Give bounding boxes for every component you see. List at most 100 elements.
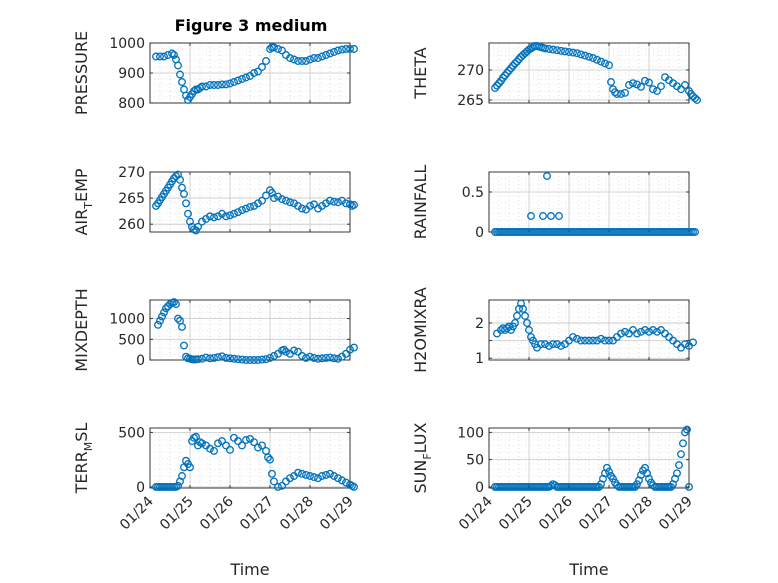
data-point	[525, 326, 533, 334]
data-point	[687, 90, 695, 98]
y-tick-label: 1000	[109, 36, 145, 52]
data-point	[603, 463, 611, 472]
data-point	[184, 209, 192, 218]
data-point	[226, 79, 234, 88]
data-point	[553, 46, 561, 55]
data-point	[541, 44, 549, 53]
y-axis-label-main: AIR	[72, 209, 91, 236]
data-point	[677, 450, 685, 459]
subplot-3: 260 265 270 AIRTEMP	[72, 165, 358, 236]
y-axis-label: MIXDEPTH	[72, 288, 91, 371]
data-point	[637, 82, 645, 91]
data-point	[234, 437, 242, 446]
data-point	[174, 170, 182, 179]
data-point	[322, 353, 330, 362]
data-point	[174, 61, 182, 70]
data-point	[326, 196, 334, 205]
data-point	[691, 94, 699, 103]
axes-box	[149, 299, 351, 361]
data-point	[170, 298, 178, 307]
data-point	[322, 51, 330, 59]
data-point	[234, 76, 242, 85]
data-point	[160, 52, 168, 61]
y-tick-label: 800	[118, 96, 145, 112]
y-axis-label-subscript: M	[82, 442, 95, 452]
subplot-8: 0 50 100 SUNFLUX 01/24 01/25 01/26 01/27 01/28 01…	[411, 422, 696, 579]
y-tick-label: 0	[475, 225, 484, 241]
data-point	[298, 469, 306, 478]
data-point	[242, 436, 250, 444]
data-point	[176, 175, 184, 184]
x-tick-label: 01/27	[237, 494, 277, 534]
data-point	[238, 206, 246, 215]
data-point	[226, 445, 234, 454]
x-tick-label: 01/29	[656, 494, 696, 534]
data-point	[589, 336, 597, 345]
data-point	[210, 446, 218, 455]
data-point	[234, 208, 242, 217]
data-point	[549, 45, 557, 54]
data-point	[503, 69, 511, 77]
x-tick-label: 01/25	[157, 494, 197, 534]
x-tick-label: 01/26	[197, 493, 237, 533]
subplot-4: 0 0.5 RAINFALL	[411, 165, 699, 241]
y-axis-label-main: H2OMIXRA	[411, 287, 430, 373]
data-point	[338, 476, 346, 485]
axes-box	[149, 171, 351, 233]
data-point	[519, 304, 527, 313]
data-point	[178, 322, 186, 331]
data-point	[230, 209, 238, 218]
data-point	[230, 354, 238, 363]
data-point	[286, 54, 294, 62]
data-point	[210, 81, 218, 89]
data-point	[617, 329, 625, 338]
data-point	[258, 196, 266, 205]
data-point	[509, 61, 517, 70]
data-point	[545, 45, 553, 53]
data-point	[689, 338, 697, 347]
data-point	[653, 327, 661, 336]
data-point	[513, 57, 521, 66]
data-point	[222, 80, 230, 89]
data-point	[266, 45, 274, 53]
data-point	[593, 336, 601, 345]
data-point	[565, 48, 573, 56]
data-point	[585, 52, 593, 61]
data-point	[214, 439, 222, 448]
data-point	[254, 443, 262, 452]
data-point	[198, 354, 206, 363]
data-point	[334, 474, 342, 483]
y-axis-label: TERRMSL	[72, 423, 95, 495]
data-point	[302, 470, 310, 479]
y-axis-label-subscript: T	[82, 202, 95, 210]
data-point	[679, 439, 687, 448]
y-tick-label: 1000	[109, 312, 145, 328]
data-point	[154, 320, 162, 329]
subplot-6: 1 2 H2OMIXRA	[411, 287, 697, 373]
data-point	[218, 80, 226, 89]
y-tick-label: 100	[457, 425, 484, 441]
data-point	[268, 188, 276, 197]
data-point	[589, 54, 597, 62]
y-axis-label: RAINFALL	[411, 165, 430, 240]
data-point	[629, 79, 637, 88]
data-point	[645, 327, 653, 336]
data-point	[334, 198, 342, 207]
data-point	[645, 474, 653, 483]
data-point	[290, 346, 298, 355]
data-point	[278, 481, 286, 490]
data-point	[637, 327, 645, 336]
data-point	[677, 85, 685, 94]
data-point	[653, 87, 661, 95]
data-point	[242, 356, 250, 364]
data-point	[294, 347, 302, 356]
data-point	[266, 353, 274, 362]
data-point	[330, 197, 338, 206]
data-point	[673, 469, 681, 478]
data-point	[314, 474, 322, 483]
data-point	[605, 467, 613, 476]
data-point	[250, 438, 258, 447]
data-point	[176, 70, 184, 79]
data-point	[302, 353, 310, 362]
data-point	[278, 46, 286, 55]
